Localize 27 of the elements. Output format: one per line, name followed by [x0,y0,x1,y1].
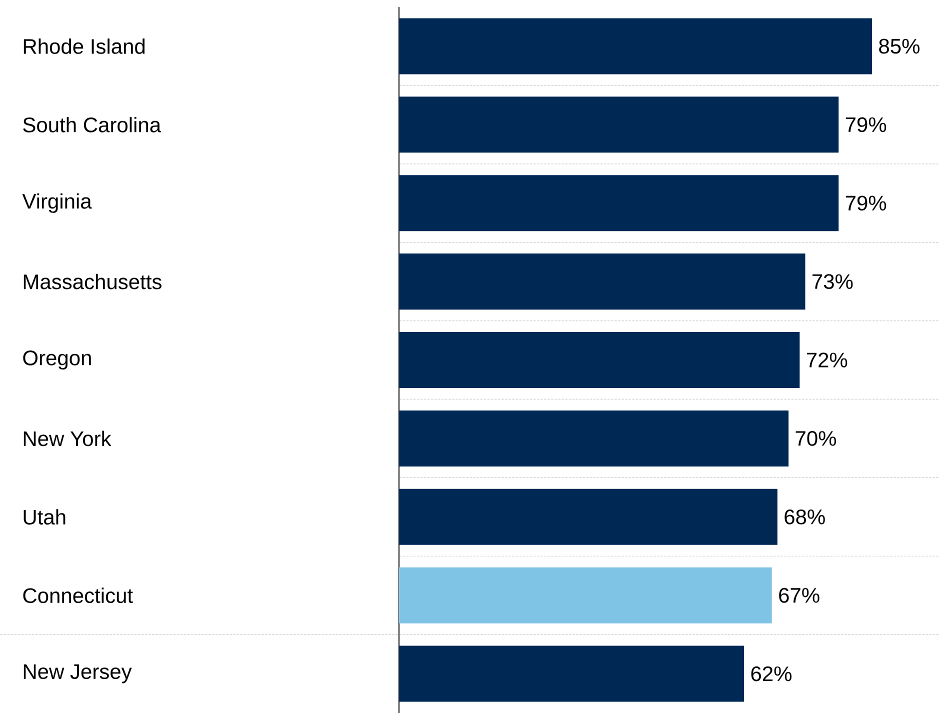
data-label: 67% [779,588,820,603]
bar [399,488,778,545]
data-label: 79% [846,117,886,132]
bar [399,96,839,153]
bar [399,332,800,388]
bar [399,646,744,702]
bar [399,175,839,232]
y-tick-label: New Jersey [24,664,132,684]
data-label: 85% [879,38,920,54]
y-tick-label: Massachusetts [24,274,162,290]
y-tick-label: Rhode Island [24,38,145,54]
data-label: 68% [784,509,825,524]
y-tick-label: New York [24,430,112,446]
data-label: 62% [751,666,792,682]
y-tick-label: Oregon [23,350,91,370]
data-label: 79% [846,196,886,211]
bar [399,410,789,466]
data-label: 72% [806,352,848,368]
y-tick-label: Connecticut [23,588,133,604]
bar [399,567,772,624]
data-label: 70% [796,431,836,446]
y-tick-label: South Carolina [23,116,162,132]
data-label: 73% [812,274,853,289]
bar [399,18,872,74]
bar [399,254,806,310]
y-tick-label: Utah [24,509,66,525]
y-tick-label: Virginia [22,193,92,213]
